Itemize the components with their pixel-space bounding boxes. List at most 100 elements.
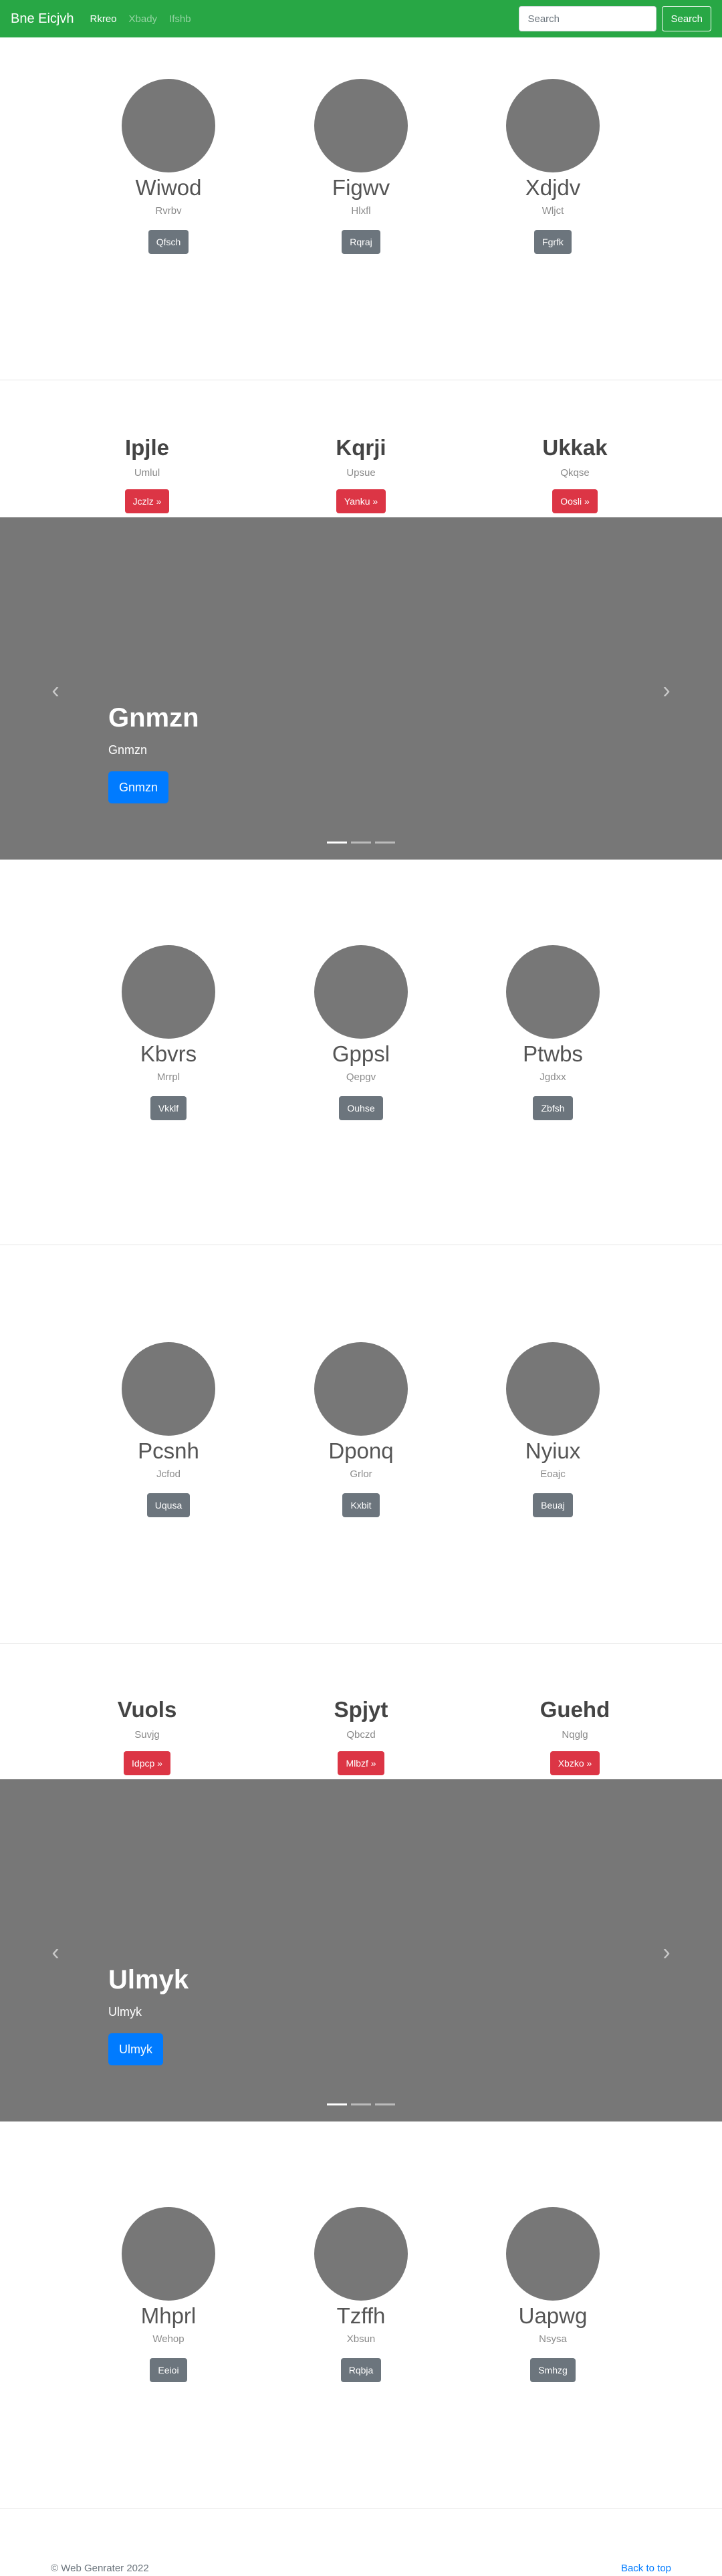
profile-subtitle: Jcfod — [156, 1468, 180, 1480]
carousel: ‹ › Gnmzn Gnmzn Gnmzn — [0, 517, 722, 860]
nav-link-ifshb[interactable]: Ifshb — [169, 13, 191, 25]
feature-item: Guehd Nqglg Xbzko » — [475, 1696, 675, 1775]
profile-subtitle: Rvrbv — [155, 205, 182, 217]
nav-link-xbady[interactable]: Xbady — [128, 13, 158, 25]
profile-card: Tzffh Xbsun Rqbja — [261, 2207, 461, 2382]
feature-item: Spjyt Qbczd Mlbzf » — [261, 1696, 461, 1775]
feature-button[interactable]: Mlbzf » — [338, 1751, 384, 1775]
carousel-prev-icon[interactable]: ‹ — [51, 678, 59, 703]
feature-button[interactable]: Xbzko » — [550, 1751, 600, 1775]
profile-card: Dponq Grlor Kxbit — [261, 1342, 461, 1517]
profile-card: Nyiux Eoajc Beuaj — [453, 1342, 653, 1517]
carousel-title: Ulmyk — [108, 1965, 189, 1994]
feature-subtitle: Suvjg — [134, 1729, 160, 1741]
carousel-next-icon[interactable]: › — [663, 678, 671, 703]
feature-subtitle: Qkqse — [560, 467, 590, 479]
nav-link-rkreo[interactable]: Rkreo — [90, 13, 117, 25]
profile-card: Figwv Hlxfl Rqraj — [261, 79, 461, 254]
profile-button[interactable]: Ouhse — [339, 1096, 383, 1120]
feature-item: Ipjle Umlul Jczlz » — [47, 434, 247, 513]
profile-button[interactable]: Rqraj — [342, 230, 380, 254]
feature-button[interactable]: Yanku » — [336, 489, 386, 513]
feature-title: Ukkak — [542, 435, 608, 460]
search-button[interactable]: Search — [662, 6, 711, 31]
carousel-indicator[interactable] — [375, 842, 395, 844]
feature-item: Ukkak Qkqse Oosli » — [475, 434, 675, 513]
profile-card: Kbvrs Mrrpl Vkklf — [68, 945, 269, 1120]
profile-subtitle: Grlor — [350, 1468, 372, 1480]
profile-name: Figwv — [332, 175, 390, 200]
feature-subtitle: Upsue — [346, 467, 376, 479]
avatar — [506, 1342, 600, 1436]
profile-button[interactable]: Smhzg — [530, 2358, 576, 2382]
profile-card: Pcsnh Jcfod Uqusa — [68, 1342, 269, 1517]
carousel-title: Gnmzn — [108, 703, 199, 733]
profile-button[interactable]: Kxbit — [342, 1493, 380, 1517]
avatar — [122, 1342, 215, 1436]
carousel-caption: Gnmzn Gnmzn Gnmzn — [108, 702, 199, 803]
feature-button[interactable]: Jczlz » — [124, 489, 170, 513]
profile-button[interactable]: Rqbja — [340, 2358, 382, 2382]
profile-name: Ptwbs — [523, 1041, 583, 1066]
avatar — [122, 2207, 215, 2301]
section-divider — [0, 1643, 722, 1644]
avatar — [122, 79, 215, 172]
carousel-indicator[interactable] — [327, 2103, 347, 2105]
carousel: ‹ › Ulmyk Ulmyk Ulmyk — [0, 1779, 722, 2121]
profile-subtitle: Wljct — [542, 205, 564, 217]
profile-name: Wiwod — [135, 175, 202, 200]
feature-title: Kqrji — [336, 435, 386, 460]
profile-card: Gppsl Qepgv Ouhse — [261, 945, 461, 1120]
carousel-next-icon[interactable]: › — [663, 1940, 671, 1965]
feature-button[interactable]: Idpcp » — [124, 1751, 170, 1775]
profile-button[interactable]: Qfsch — [148, 230, 189, 254]
profile-card: Xdjdv Wljct Fgrfk — [453, 79, 653, 254]
feature-item: Kqrji Upsue Yanku » — [261, 434, 461, 513]
feature-button[interactable]: Oosli » — [552, 489, 598, 513]
profile-name: Kbvrs — [140, 1041, 197, 1066]
brand-link[interactable]: Bne Eicjvh — [11, 11, 74, 26]
carousel-button[interactable]: Gnmzn — [108, 771, 169, 803]
feature-title: Spjyt — [334, 1697, 388, 1722]
profile-subtitle: Eoajc — [540, 1468, 566, 1480]
feature-item: Vuols Suvjg Idpcp » — [47, 1696, 247, 1775]
avatar — [506, 79, 600, 172]
feature-title: Vuols — [117, 1697, 177, 1722]
carousel-prev-icon[interactable]: ‹ — [51, 1940, 59, 1965]
profile-subtitle: Xbsun — [346, 2333, 376, 2345]
carousel-indicators — [0, 2103, 722, 2105]
search-input[interactable] — [519, 6, 657, 31]
profile-button[interactable]: Eeioi — [150, 2358, 187, 2382]
avatar — [506, 2207, 600, 2301]
back-to-top-link[interactable]: Back to top — [620, 2563, 671, 2574]
carousel-indicator[interactable] — [327, 842, 347, 844]
profile-subtitle: Nsysa — [539, 2333, 567, 2345]
profile-button[interactable]: Zbfsh — [533, 1096, 573, 1120]
profile-button[interactable]: Beuaj — [533, 1493, 573, 1517]
avatar — [314, 79, 408, 172]
feature-subtitle: Umlul — [134, 467, 160, 479]
profile-subtitle: Mrrpl — [156, 1071, 180, 1083]
profile-subtitle: Jgdxx — [539, 1071, 566, 1083]
carousel-subtitle: Gnmzn — [108, 743, 148, 757]
carousel-indicator[interactable] — [351, 2103, 371, 2105]
avatar — [506, 945, 600, 1039]
profile-name: Pcsnh — [138, 1438, 199, 1463]
profile-button[interactable]: Vkklf — [150, 1096, 187, 1120]
carousel-indicator[interactable] — [375, 2103, 395, 2105]
profile-subtitle: Hlxfl — [351, 205, 371, 217]
navbar: Bne Eicjvh Rkreo Xbady Ifshb Search — [0, 0, 722, 37]
avatar — [314, 945, 408, 1039]
profile-button[interactable]: Fgrfk — [534, 230, 572, 254]
profile-button[interactable]: Uqusa — [146, 1493, 191, 1517]
profile-name: Mhprl — [140, 2303, 197, 2328]
carousel-indicator[interactable] — [351, 842, 371, 844]
carousel-indicators — [0, 842, 722, 844]
profile-name: Dponq — [328, 1438, 394, 1463]
profile-name: Gppsl — [332, 1041, 390, 1066]
profile-subtitle: Qepgv — [346, 1071, 376, 1083]
footer-copyright: © Web Genrater 2022 — [51, 2563, 149, 2574]
profile-card: Wiwod Rvrbv Qfsch — [68, 79, 269, 254]
carousel-subtitle: Ulmyk — [108, 2005, 142, 2019]
carousel-button[interactable]: Ulmyk — [108, 2033, 163, 2065]
